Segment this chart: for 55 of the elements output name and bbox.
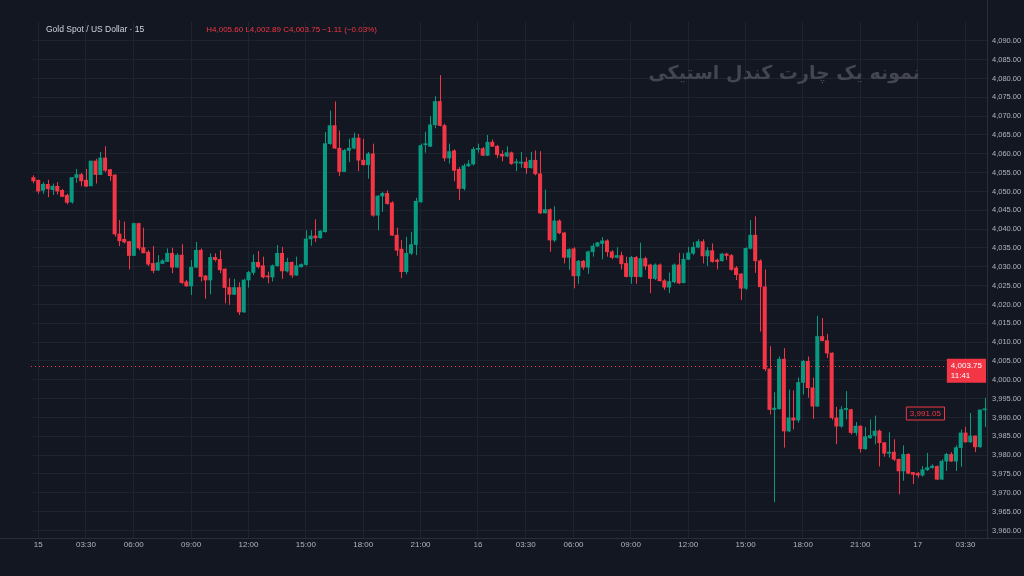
candlestick bbox=[342, 148, 347, 173]
candlestick bbox=[633, 255, 638, 285]
candlestick bbox=[98, 151, 103, 176]
chart-subtitle: H4,005.60 L4,002.89 C4,003.75 −1.11 (−0.03%) bbox=[206, 25, 378, 35]
candlestick bbox=[471, 146, 476, 166]
candlestick bbox=[863, 426, 868, 451]
candlestick bbox=[671, 262, 676, 284]
candlestick bbox=[710, 242, 715, 264]
candlestick bbox=[848, 408, 853, 435]
candlestick bbox=[638, 242, 643, 278]
x-tick-label: 17 bbox=[913, 540, 923, 549]
candlestick bbox=[705, 246, 710, 267]
x-tick-label: 15 bbox=[33, 540, 44, 549]
x-tick-label: 06:00 bbox=[563, 540, 585, 549]
x-tick-label: 21:00 bbox=[850, 540, 871, 549]
candlestick bbox=[461, 163, 466, 191]
x-tick-label: 16 bbox=[473, 540, 483, 549]
candlestick bbox=[958, 429, 963, 468]
x-tick-label: 03:30 bbox=[955, 540, 977, 549]
candlestick bbox=[576, 259, 581, 285]
x-tick-label: 09:00 bbox=[181, 540, 202, 549]
candlestick bbox=[566, 247, 571, 271]
x-tick-label: 18:00 bbox=[353, 540, 374, 549]
x-tick-label: 15:00 bbox=[295, 540, 317, 549]
candlestick bbox=[858, 424, 863, 453]
candlestick bbox=[877, 429, 882, 467]
candlestick bbox=[944, 452, 949, 472]
candlestick bbox=[872, 415, 877, 445]
candlestick bbox=[738, 272, 743, 301]
x-tick-label: 18:00 bbox=[792, 540, 814, 549]
candlestick bbox=[982, 397, 987, 428]
x-tick-label: 06:00 bbox=[123, 540, 145, 549]
candlestick bbox=[552, 205, 557, 243]
candlestick bbox=[375, 194, 380, 231]
candlestick bbox=[786, 389, 791, 433]
candlestick bbox=[365, 151, 371, 180]
x-tick-label: 21:00 bbox=[410, 540, 432, 549]
x-tick-label: 12:00 bbox=[238, 540, 260, 549]
x-tick-label: 09:00 bbox=[620, 540, 642, 549]
ref-line-label: 4,003.75 11:41 bbox=[950, 360, 983, 380]
x-tick-label: 15:00 bbox=[735, 540, 757, 549]
chart-title: Gold Spot / US Dollar · 15 bbox=[46, 24, 145, 35]
x-tick-label: 03:30 bbox=[75, 540, 97, 549]
annotation: 3,991.05 bbox=[909, 408, 942, 418]
candlestick bbox=[824, 333, 829, 359]
x-tick-label: 12:00 bbox=[678, 540, 699, 549]
candlestick bbox=[117, 219, 122, 247]
candlestick bbox=[447, 143, 452, 165]
candlestick bbox=[103, 145, 108, 173]
candlestick bbox=[404, 236, 409, 275]
candlestick bbox=[901, 444, 906, 482]
candlestick bbox=[208, 252, 213, 295]
candlestick bbox=[126, 240, 132, 270]
candlestick bbox=[839, 405, 844, 429]
x-tick-label: 03:30 bbox=[515, 540, 537, 549]
